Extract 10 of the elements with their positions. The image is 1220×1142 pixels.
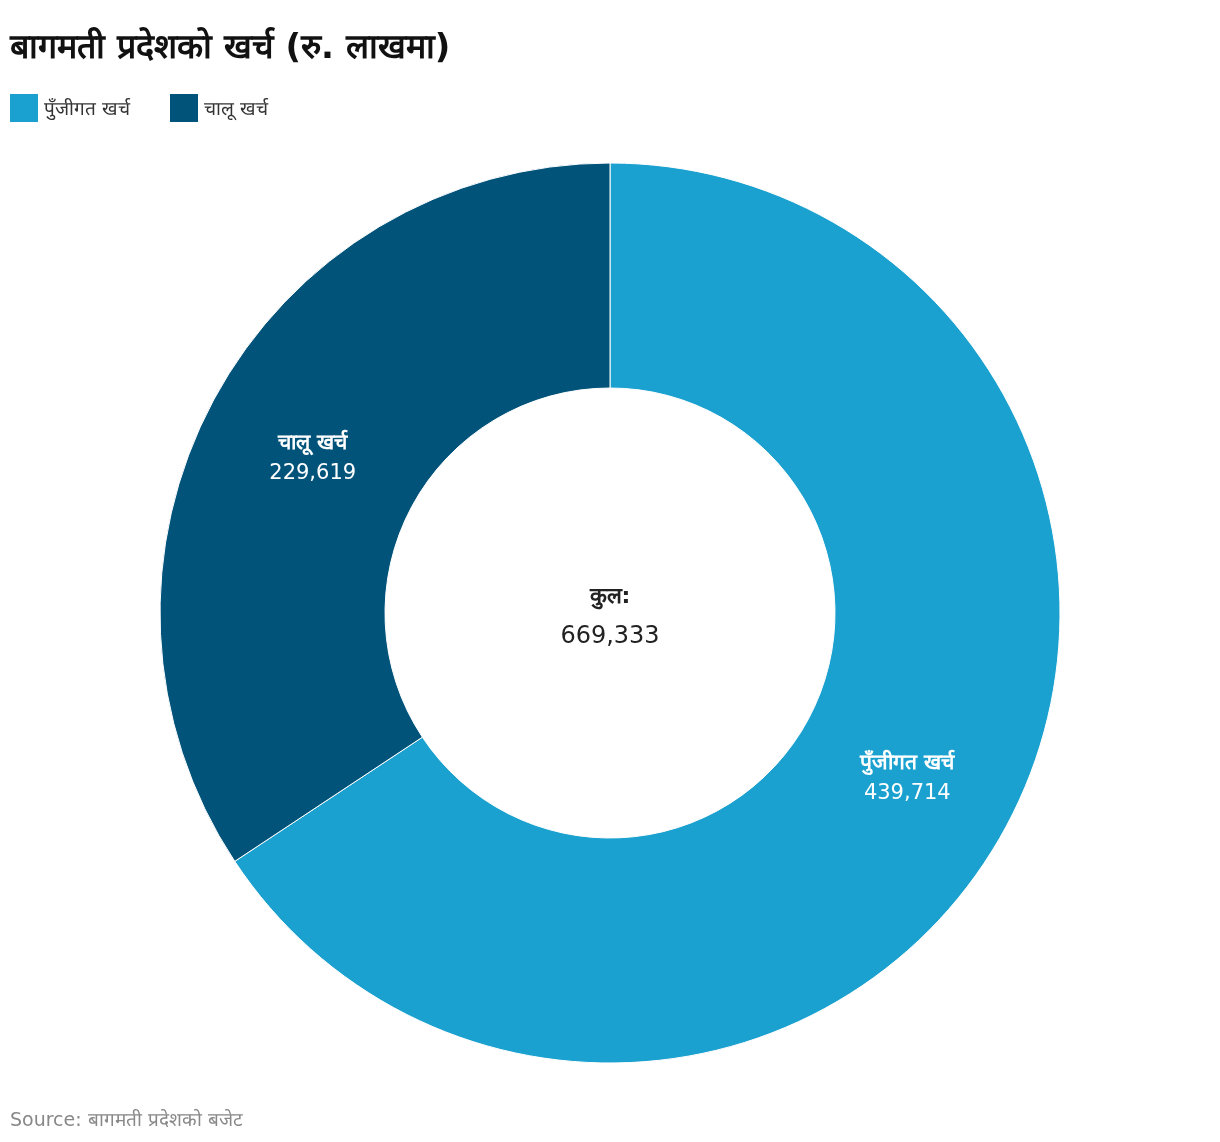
text: कुल: [588, 583, 631, 610]
data-label: 229,619 [269, 460, 357, 485]
text: 669,333 [560, 621, 660, 649]
chart-title: बागमती प्रदेशको खर्च (रु. लाखमा) [9, 26, 451, 66]
slice-label: पुँजीगत खर्च [859, 748, 957, 776]
legend-label: पुँजीगत खर्च [44, 97, 132, 121]
data-label: 439,714 [863, 779, 951, 804]
source-note: Source: बागमती प्रदेशको बजेट [10, 1108, 243, 1130]
legend-label: चालू खर्च [204, 97, 270, 121]
slice-label: चालू खर्च [277, 429, 350, 457]
